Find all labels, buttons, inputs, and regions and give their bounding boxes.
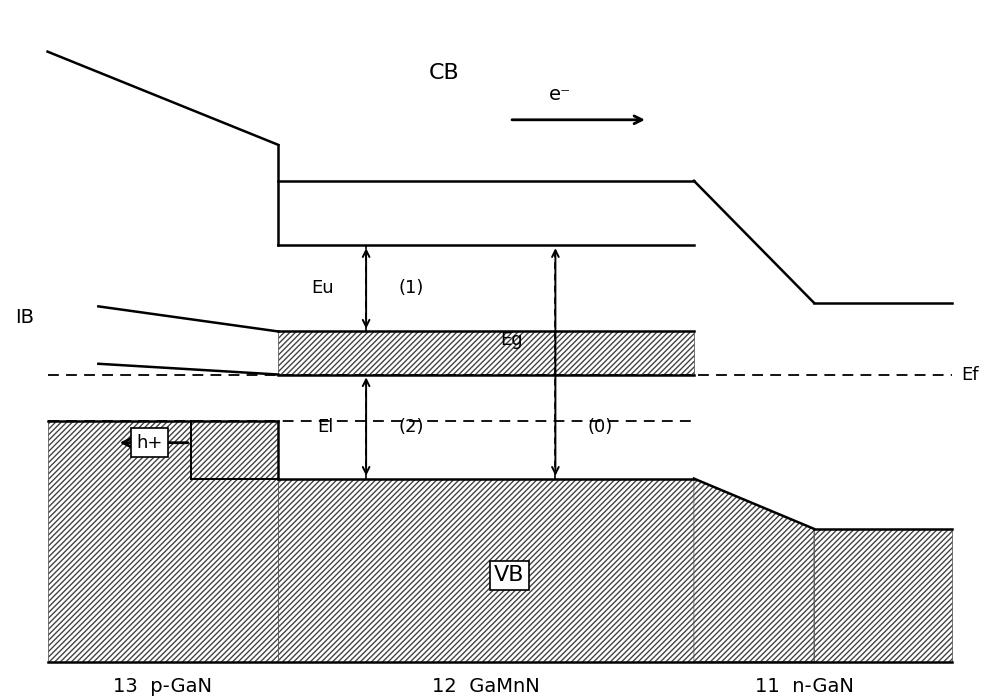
Text: 11  n-GaN: 11 n-GaN — [755, 677, 854, 696]
Text: 12  GaMnN: 12 GaMnN — [432, 677, 540, 696]
Polygon shape — [814, 528, 952, 662]
Polygon shape — [278, 479, 694, 662]
Text: IB: IB — [15, 307, 34, 327]
Text: VB: VB — [494, 566, 524, 585]
Text: Eu: Eu — [311, 279, 334, 298]
Text: Eg: Eg — [500, 331, 523, 349]
Polygon shape — [278, 332, 694, 375]
Text: (2): (2) — [398, 418, 424, 435]
Text: El: El — [317, 418, 334, 435]
Text: (1): (1) — [398, 279, 424, 298]
Text: CB: CB — [429, 63, 460, 83]
Polygon shape — [48, 421, 278, 662]
Text: (0): (0) — [588, 418, 613, 435]
Text: h+: h+ — [136, 434, 162, 452]
Text: 13  p-GaN: 13 p-GaN — [113, 677, 212, 696]
Text: Ef: Ef — [962, 365, 979, 384]
Text: e⁻: e⁻ — [549, 85, 571, 104]
Polygon shape — [694, 479, 814, 662]
